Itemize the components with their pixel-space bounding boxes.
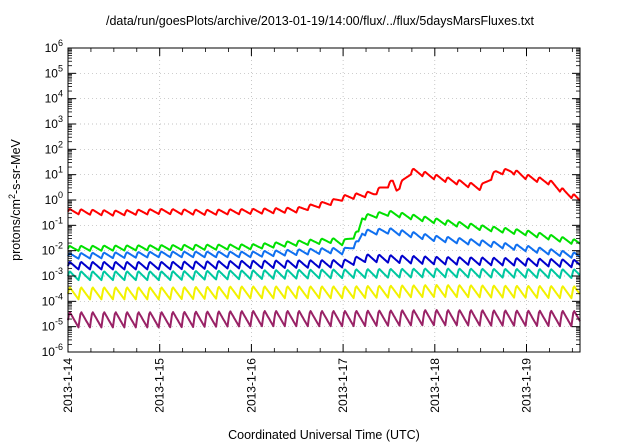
y-tick-label: 102 — [45, 139, 63, 156]
y-tick-label: 10-3 — [42, 266, 63, 283]
x-tick-label: 2013-1-14 — [61, 358, 75, 413]
y-tick-label: 10-1 — [42, 215, 63, 232]
x-axis-label: Coordinated Universal Time (UTC) — [228, 428, 420, 442]
y-tick-label: 103 — [45, 114, 63, 131]
series-line-1 — [67, 210, 581, 252]
series-line-4 — [67, 267, 581, 282]
series-line-5 — [67, 284, 581, 301]
chart-title: /data/run/goesPlots/archive/2013-01-19/1… — [105, 14, 534, 28]
x-tick-label: 2013-1-18 — [428, 358, 442, 413]
y-tick-label: 105 — [45, 63, 63, 80]
y-tick-label: 104 — [45, 89, 63, 106]
y-tick-label: 10-5 — [42, 317, 63, 334]
series-line-6 — [67, 309, 581, 329]
series-line-3 — [67, 253, 581, 271]
y-tick-label: 10-2 — [42, 241, 63, 258]
x-tick-label: 2013-1-16 — [244, 358, 258, 413]
y-axis-label: protons/cm2-s-sr-MeV — [7, 138, 23, 260]
x-tick-label: 2013-1-17 — [336, 358, 350, 413]
x-tick-label: 2013-1-15 — [153, 358, 167, 413]
series-layer — [67, 167, 581, 329]
y-tick-label: 10-6 — [42, 342, 63, 359]
series-line-0 — [67, 167, 581, 217]
x-tick-label: 2013-1-19 — [520, 358, 534, 413]
axis-layer: 10-6 10-5 10-4 10-3 10-2 10-1 100 101 102 103 104 1… — [42, 38, 580, 413]
y-tick-label: 101 — [45, 165, 63, 182]
series-line-2 — [67, 227, 581, 260]
grid-lines — [67, 48, 580, 352]
y-tick-label: 106 — [45, 38, 63, 55]
y-tick-label: 10-4 — [42, 291, 63, 308]
y-tick-label: 100 — [45, 190, 63, 207]
